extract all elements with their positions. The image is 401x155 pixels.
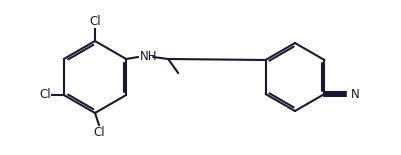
- Text: Cl: Cl: [89, 15, 101, 28]
- Text: Cl: Cl: [39, 89, 51, 102]
- Text: N: N: [350, 88, 359, 100]
- Text: NH: NH: [140, 51, 158, 64]
- Text: Cl: Cl: [93, 126, 105, 139]
